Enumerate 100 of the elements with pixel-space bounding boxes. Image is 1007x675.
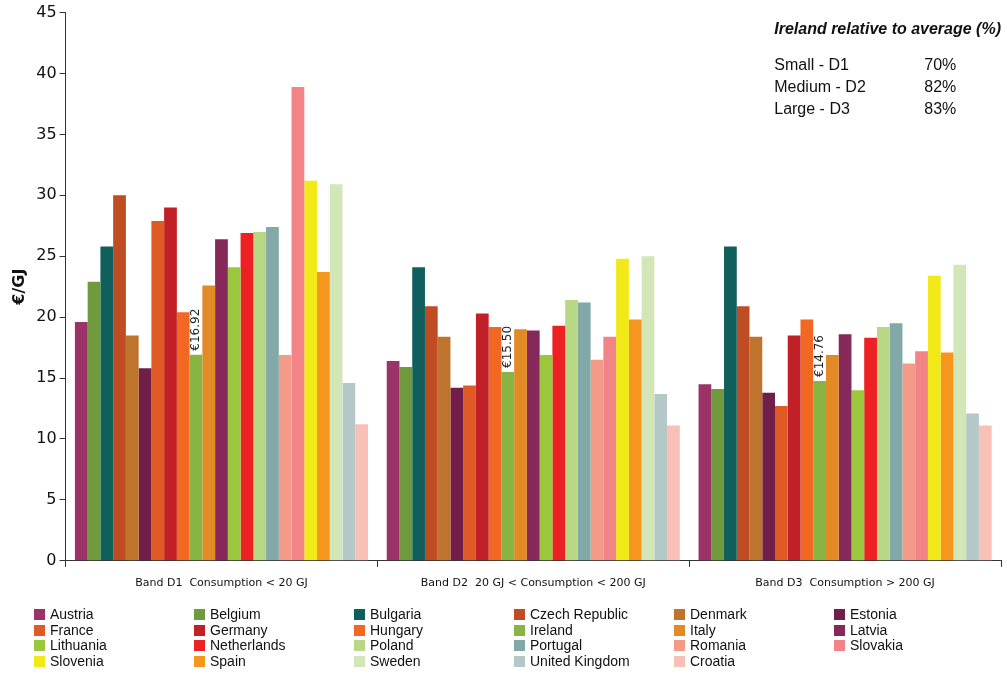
bar xyxy=(291,86,305,561)
bar xyxy=(475,313,489,561)
y-tick-label: 0 xyxy=(46,549,57,569)
bar xyxy=(227,267,241,561)
annotation: 70% xyxy=(924,56,957,74)
legend-label: Poland xyxy=(370,637,414,654)
y-tick-label: 45 xyxy=(36,1,57,21)
legend-label: Spain xyxy=(210,652,246,669)
bar xyxy=(966,413,979,561)
bar xyxy=(386,361,400,561)
legend-label: Sweden xyxy=(370,652,421,669)
bar xyxy=(253,231,267,561)
bar xyxy=(412,267,425,561)
legend-label: Hungary xyxy=(370,621,423,638)
bar xyxy=(399,367,413,561)
legend-label: Slovakia xyxy=(850,637,903,654)
bar xyxy=(641,256,655,561)
legend-label: Bulgaria xyxy=(370,606,422,623)
bar xyxy=(125,335,139,561)
y-tick-label: 20 xyxy=(36,306,57,326)
legend-label: Germany xyxy=(210,621,268,638)
bar xyxy=(628,319,642,561)
legend-label: Estonia xyxy=(850,606,897,623)
bar xyxy=(978,425,992,561)
bar xyxy=(424,306,438,561)
bar xyxy=(329,184,343,561)
bar xyxy=(864,337,877,561)
bar xyxy=(603,336,617,561)
x-tick-label: Band D1 Consumption < 20 GJ xyxy=(135,576,308,590)
annotation: 83% xyxy=(924,100,957,118)
bar xyxy=(74,322,88,561)
y-tick-label: 5 xyxy=(46,489,57,509)
legend-label: Czech Republic xyxy=(530,606,629,623)
bar xyxy=(565,300,578,561)
bar xyxy=(552,325,566,561)
bar xyxy=(698,384,712,561)
bar xyxy=(514,329,527,561)
bar xyxy=(113,195,126,561)
x-tick-label: Band D2 20 GJ < Consumption < 200 GJ xyxy=(420,576,646,590)
x-tick-label: Band D3 Consumption > 200 GJ xyxy=(755,576,935,590)
bar xyxy=(787,335,801,561)
bar xyxy=(851,390,865,561)
bar xyxy=(590,359,604,561)
bar xyxy=(304,180,318,561)
y-tick-label: 25 xyxy=(36,245,57,265)
bar xyxy=(736,306,750,561)
legend-label: Ireland xyxy=(530,621,573,638)
bar xyxy=(266,227,279,561)
bar xyxy=(915,351,928,561)
bar xyxy=(940,352,954,561)
bar xyxy=(762,392,775,561)
annotation: Small - D1 xyxy=(774,56,850,74)
y-axis-title: €/GJ xyxy=(8,268,28,306)
bar xyxy=(342,382,356,561)
legend-label: Austria xyxy=(50,606,94,623)
bar xyxy=(539,354,553,561)
bar xyxy=(488,326,502,561)
legend-label: Belgium xyxy=(210,606,261,623)
data-label: €14.76 xyxy=(811,334,826,377)
bar xyxy=(927,275,941,561)
y-tick-label: 30 xyxy=(36,184,57,204)
bar xyxy=(437,336,451,561)
y-tick-label: 10 xyxy=(36,428,57,448)
bar xyxy=(215,239,228,561)
bar xyxy=(800,319,814,561)
bar xyxy=(902,363,916,561)
bar xyxy=(355,424,369,561)
bar xyxy=(813,380,826,561)
bar xyxy=(616,258,629,561)
legend-label: Romania xyxy=(690,637,747,654)
bar xyxy=(317,272,330,561)
bar xyxy=(450,387,464,561)
bar xyxy=(825,354,839,561)
bar xyxy=(711,389,725,561)
bar xyxy=(724,246,737,561)
bar xyxy=(526,330,540,561)
legend-label: Netherlands xyxy=(210,637,286,654)
legend-label: France xyxy=(50,621,94,638)
bar xyxy=(876,326,890,561)
data-label: €15.50 xyxy=(499,325,514,368)
bar xyxy=(501,371,515,561)
bar xyxy=(953,264,967,561)
bar xyxy=(667,425,680,561)
annotation: Medium - D2 xyxy=(774,78,867,96)
annotation: 82% xyxy=(924,78,957,96)
legend-label: Portugal xyxy=(530,637,583,654)
bar xyxy=(749,336,763,561)
annotation: Ireland relative to average (%) xyxy=(774,20,1001,38)
bar xyxy=(164,207,177,561)
bar xyxy=(100,246,114,561)
bar xyxy=(654,393,668,561)
bar xyxy=(87,281,101,561)
bar xyxy=(189,354,203,561)
y-tick-label: 15 xyxy=(36,367,57,387)
legend-label: Denmark xyxy=(690,606,747,623)
data-label: €16.92 xyxy=(188,308,203,351)
bar xyxy=(577,302,591,561)
y-tick-label: 35 xyxy=(36,123,57,143)
bar xyxy=(202,285,216,561)
bar xyxy=(151,220,165,561)
